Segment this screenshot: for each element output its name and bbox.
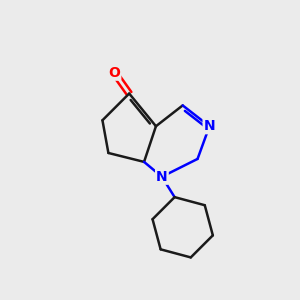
Text: O: O <box>108 66 120 80</box>
Text: N: N <box>156 170 168 184</box>
Text: N: N <box>204 119 215 133</box>
